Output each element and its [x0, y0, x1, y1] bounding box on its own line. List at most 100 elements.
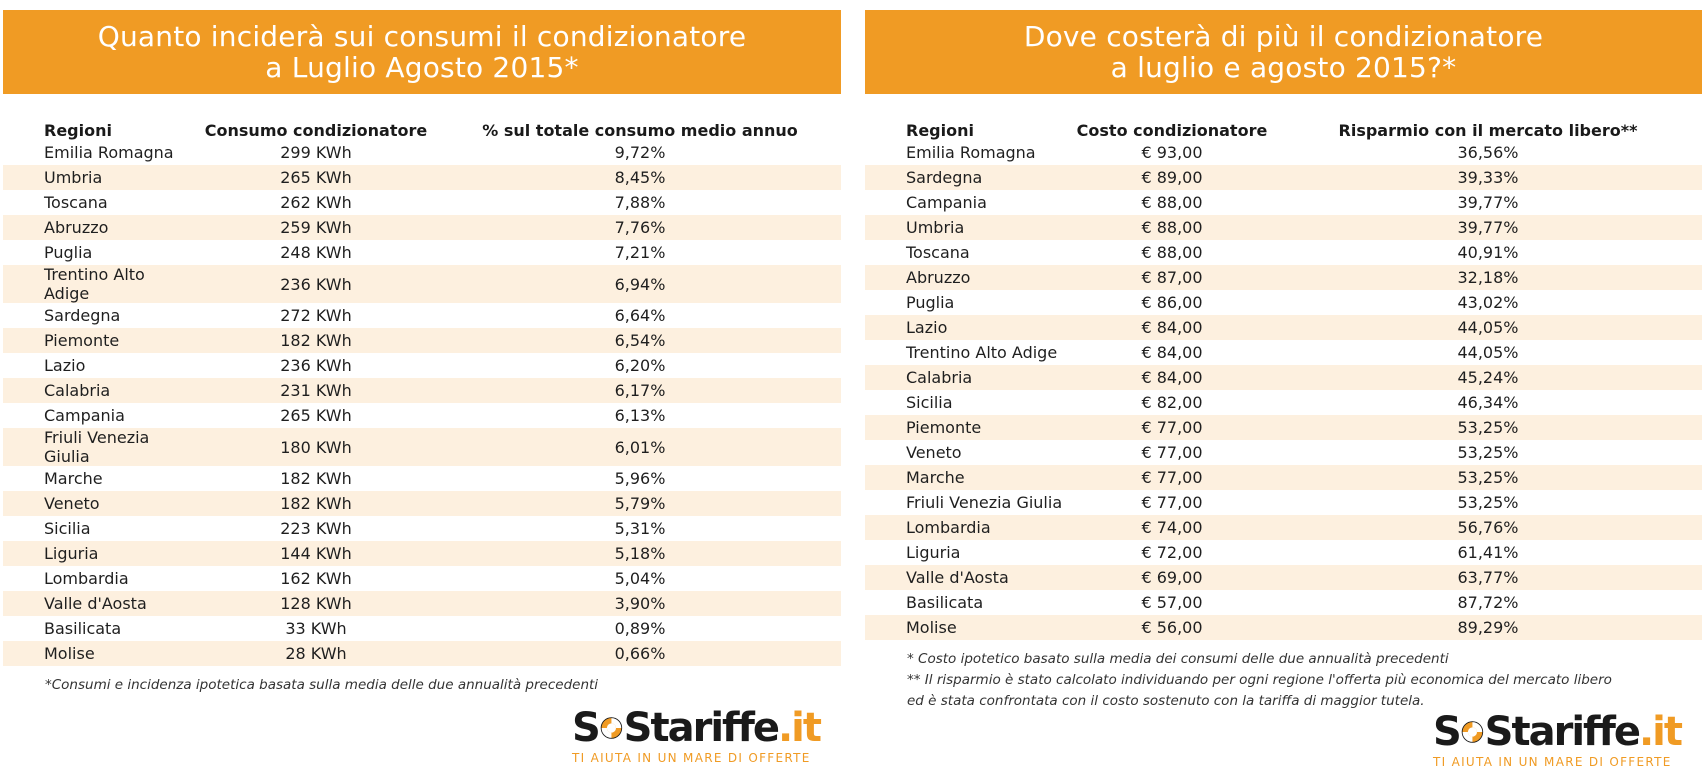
- value-cell: € 77,00: [1141, 468, 1203, 487]
- value-cell: 262 KWh: [280, 193, 352, 212]
- value-cell: 162 KWh: [280, 569, 352, 588]
- percent-cell: 6,01%: [614, 437, 666, 457]
- value-cell: 236 KWh: [280, 356, 352, 375]
- footnote: ed è stata confrontata con il costo sost…: [907, 693, 1425, 709]
- table-row: Calabria € 84,00 45,24%: [865, 365, 1702, 390]
- consumption-table: Regioni Consumo condizionatore % sul tot…: [3, 116, 841, 666]
- percent-cell: 6,13%: [614, 406, 666, 425]
- logo-letter-s: S: [1433, 709, 1462, 755]
- logo-tagline: TI AIUTA IN UN MARE DI OFFERTE: [1433, 755, 1672, 769]
- cost-title-banner: Dove costerà di più il condizionatore a …: [865, 10, 1702, 94]
- region-cell: Friuli Venezia Giulia: [906, 493, 1063, 512]
- region-cell: Sardegna: [44, 306, 121, 325]
- percent-cell: 7,76%: [614, 218, 666, 237]
- table-row: Marche 182 KWh 5,96%: [3, 466, 841, 491]
- table-row: Basilicata € 57,00 87,72%: [865, 590, 1702, 615]
- consumption-table-body: Emilia Romagna 299 KWh 9,72% Umbria 265 KWh 8…: [3, 140, 841, 666]
- table-row: Umbria € 88,00 39,77%: [865, 215, 1702, 240]
- sostariffe-logo: S S tariffe .it TI AIUTA IN UN MARE DI O…: [572, 705, 822, 765]
- table-row: Puglia 248 KWh 7,21%: [3, 240, 841, 265]
- value-cell: 182 KWh: [280, 331, 352, 350]
- value-cell: 33 KWh: [285, 619, 347, 638]
- percent-cell: 39,33%: [1457, 168, 1519, 187]
- value-cell: € 87,00: [1141, 268, 1203, 287]
- table-row: Valle d'Aosta 128 KWh 3,90%: [3, 591, 841, 616]
- value-cell: € 84,00: [1141, 368, 1203, 387]
- region-cell: Trentino Alto Adige: [44, 265, 145, 303]
- percent-cell: 61,41%: [1457, 543, 1519, 562]
- value-cell: 231 KWh: [280, 381, 352, 400]
- value-cell: 265 KWh: [280, 168, 352, 187]
- table-header-row: Regioni Costo condizionatore Risparmio c…: [865, 116, 1702, 140]
- value-cell: € 89,00: [1141, 168, 1203, 187]
- region-cell: Valle d'Aosta: [906, 568, 1009, 587]
- logo-wordmark: S S tariffe .it: [572, 705, 822, 751]
- table-row: Abruzzo € 87,00 32,18%: [865, 265, 1702, 290]
- value-cell: € 88,00: [1141, 193, 1203, 212]
- value-cell: 236 KWh: [280, 274, 352, 294]
- percent-cell: 87,72%: [1457, 593, 1519, 612]
- consumption-panel: Quanto inciderà sui consumi il condizion…: [3, 10, 841, 696]
- value-cell: € 93,00: [1141, 143, 1203, 162]
- table-row: Calabria 231 KWh 6,17%: [3, 378, 841, 403]
- column-header-regions: Regioni: [906, 121, 974, 140]
- percent-cell: 6,20%: [614, 356, 666, 375]
- cost-footnotes: * Costo ipotetico basato sulla media dei…: [865, 649, 1702, 712]
- percent-cell: 89,29%: [1457, 618, 1519, 637]
- region-cell: Basilicata: [44, 619, 122, 638]
- value-cell: 272 KWh: [280, 306, 352, 325]
- value-cell: € 84,00: [1141, 318, 1203, 337]
- region-cell: Puglia: [906, 293, 955, 312]
- table-row: Molise 28 KWh 0,66%: [3, 641, 841, 666]
- value-cell: € 77,00: [1141, 493, 1203, 512]
- percent-cell: 7,88%: [614, 193, 666, 212]
- percent-cell: 32,18%: [1457, 268, 1519, 287]
- region-cell: Lazio: [906, 318, 948, 337]
- region-cell: Trentino Alto Adige: [906, 343, 1058, 362]
- consumption-title-line1: Quanto inciderà sui consumi il condizion…: [97, 20, 747, 53]
- table-row: Molise € 56,00 89,29%: [865, 615, 1702, 640]
- table-row: Valle d'Aosta € 69,00 63,77%: [865, 565, 1702, 590]
- consumption-title-line2: a Luglio Agosto 2015*: [265, 51, 579, 84]
- column-header-regions: Regioni: [44, 121, 112, 140]
- table-row: Piemonte € 77,00 53,25%: [865, 415, 1702, 440]
- percent-cell: 46,34%: [1457, 393, 1519, 412]
- region-cell: Sicilia: [44, 519, 91, 538]
- value-cell: € 69,00: [1141, 568, 1203, 587]
- region-cell: Abruzzo: [44, 218, 109, 237]
- value-cell: 223 KWh: [280, 519, 352, 538]
- percent-cell: 6,64%: [614, 306, 666, 325]
- cost-title-line2: a luglio e agosto 2015?*: [1110, 51, 1457, 84]
- logo-letter-s: S: [572, 705, 601, 751]
- table-row: Liguria 144 KWh 5,18%: [3, 541, 841, 566]
- value-cell: 180 KWh: [280, 437, 352, 457]
- table-row: Sicilia € 82,00 46,34%: [865, 390, 1702, 415]
- logo-tagline: TI AIUTA IN UN MARE DI OFFERTE: [572, 751, 811, 765]
- table-row: Campania 265 KWh 6,13%: [3, 403, 841, 428]
- percent-cell: 39,77%: [1457, 193, 1519, 212]
- table-row: Sardegna 272 KWh 6,64%: [3, 303, 841, 328]
- logo-brand-name: tariffe: [1511, 709, 1640, 755]
- table-row: Sardegna € 89,00 39,33%: [865, 165, 1702, 190]
- region-cell: Marche: [44, 469, 103, 488]
- value-cell: € 74,00: [1141, 518, 1203, 537]
- table-row: Puglia € 86,00 43,02%: [865, 290, 1702, 315]
- value-cell: € 57,00: [1141, 593, 1203, 612]
- region-cell: Umbria: [44, 168, 103, 187]
- table-row: Friuli Venezia Giulia 180 KWh 6,01%: [3, 428, 841, 466]
- value-cell: € 77,00: [1141, 443, 1203, 462]
- percent-cell: 45,24%: [1457, 368, 1519, 387]
- region-cell: Basilicata: [906, 593, 984, 612]
- percent-cell: 39,77%: [1457, 218, 1519, 237]
- region-cell: Sicilia: [906, 393, 953, 412]
- percent-cell: 53,25%: [1457, 468, 1519, 487]
- table-row: Emilia Romagna 299 KWh 9,72%: [3, 140, 841, 165]
- percent-cell: 5,96%: [614, 469, 666, 488]
- table-row: Veneto € 77,00 53,25%: [865, 440, 1702, 465]
- percent-cell: 7,21%: [614, 243, 666, 262]
- region-cell: Calabria: [906, 368, 973, 387]
- logo-letter-s2: S: [623, 705, 653, 751]
- region-cell: Liguria: [44, 544, 99, 563]
- table-row: Lazio 236 KWh 6,20%: [3, 353, 841, 378]
- table-row: Toscana 262 KWh 7,88%: [3, 190, 841, 215]
